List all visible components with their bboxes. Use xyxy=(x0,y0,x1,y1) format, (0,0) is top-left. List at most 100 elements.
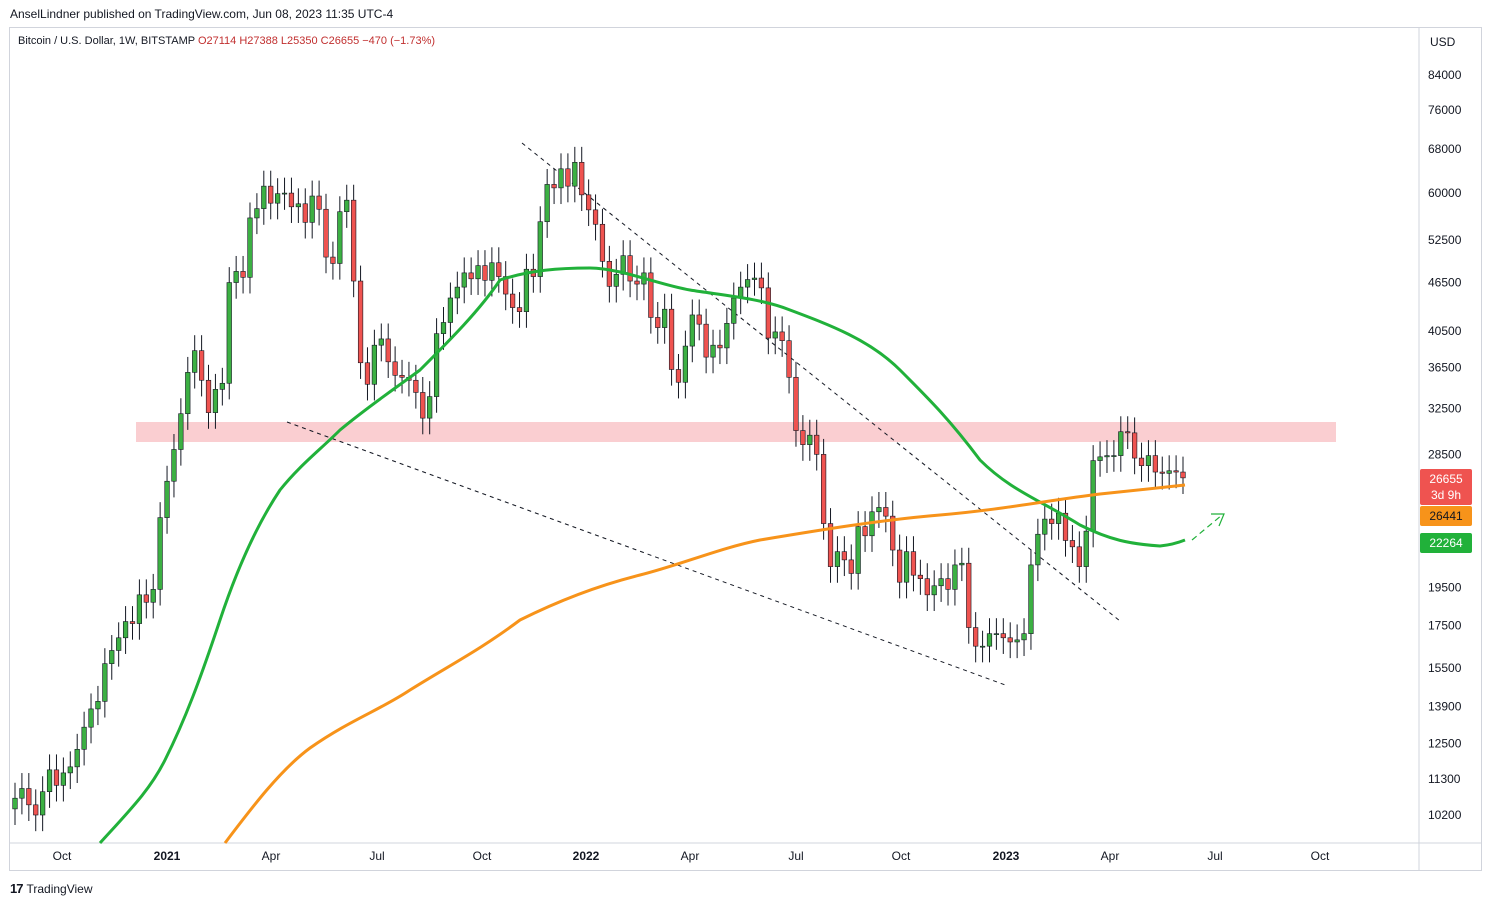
bar-countdown: 3d 9h xyxy=(1431,488,1461,502)
candle-up xyxy=(544,184,550,223)
candle-up xyxy=(261,185,267,209)
candle-down xyxy=(26,788,32,806)
candle-down xyxy=(205,379,212,413)
candle-up xyxy=(834,551,841,567)
candle-up xyxy=(938,578,944,587)
price-tick-label: 12500 xyxy=(1428,737,1462,751)
candle-down xyxy=(599,223,606,262)
candle-down xyxy=(703,323,709,358)
candle-up xyxy=(433,333,440,397)
candle-up xyxy=(157,517,163,590)
candle-down xyxy=(413,379,419,393)
last-price-label: 26655 3d 9h xyxy=(1420,469,1472,505)
candle-up xyxy=(440,322,447,334)
symbol-name: Bitcoin / U.S. Dollar, 1W, BITSTAMP xyxy=(18,35,195,47)
candle-up xyxy=(212,389,219,413)
candle-down xyxy=(268,185,274,204)
candle-up xyxy=(1145,455,1152,466)
brand-text: TradingView xyxy=(26,881,93,896)
tradingview-brand[interactable]: 17 TradingView xyxy=(10,881,93,896)
candle-up xyxy=(710,344,716,358)
candle-down xyxy=(655,317,661,328)
candle-up xyxy=(164,480,170,518)
candle-up xyxy=(876,507,882,513)
candle-down xyxy=(385,338,391,363)
candle-up xyxy=(1111,455,1117,457)
candle-down xyxy=(1076,546,1082,567)
price-tick-label: 19500 xyxy=(1428,581,1462,595)
candle-up xyxy=(1028,564,1034,634)
candle-down xyxy=(33,804,39,816)
candle-up xyxy=(116,637,122,651)
candle-up xyxy=(60,772,66,786)
price-tick-label: 36500 xyxy=(1428,361,1462,375)
symbol-legend[interactable]: Bitcoin / U.S. Dollar, 1W, BITSTAMP O271… xyxy=(18,35,435,47)
price-axis[interactable]: 84000 76000 68000 60000 52500 46500 40500 36500… xyxy=(1428,68,1462,822)
candle-up xyxy=(67,766,73,774)
candle-up xyxy=(102,663,108,702)
candle-up xyxy=(475,265,481,280)
candle-down xyxy=(966,562,972,628)
price-tick-label: 60000 xyxy=(1428,186,1462,200)
candle-down xyxy=(199,350,205,381)
publisher-line: AnselLindner published on TradingView.co… xyxy=(10,7,394,21)
candle-down xyxy=(675,369,682,383)
price-tick-label: 17500 xyxy=(1428,619,1462,633)
candle-up xyxy=(178,413,184,450)
candle-down xyxy=(364,362,371,385)
candle-down xyxy=(917,574,923,579)
candle-down xyxy=(496,262,502,277)
candle-up xyxy=(46,769,53,793)
candle-down xyxy=(827,523,834,567)
candle-up xyxy=(447,297,454,323)
tradingview-logo-icon: 17 xyxy=(10,881,24,896)
candle-up xyxy=(807,434,813,445)
candle-down xyxy=(786,340,792,378)
candle-up xyxy=(1042,518,1048,535)
candle-up xyxy=(772,331,778,339)
candle-down xyxy=(1132,432,1138,459)
candle-up xyxy=(233,271,239,283)
candle-up xyxy=(744,279,751,288)
orange-moving-average xyxy=(223,483,1186,844)
candle-down xyxy=(53,769,60,786)
candle-up xyxy=(185,372,191,415)
candle-up xyxy=(613,274,619,287)
candle-up xyxy=(1021,633,1027,641)
green-moving-average xyxy=(98,266,1186,845)
candle-up xyxy=(731,297,737,324)
candle-up xyxy=(136,594,143,624)
candle-down xyxy=(814,434,820,455)
candle-down xyxy=(1159,471,1165,474)
candle-down xyxy=(392,361,398,376)
candle-up xyxy=(1097,456,1103,461)
time-axis[interactable]: Oct 2021 Apr Jul Oct 2022 Apr Jul Oct 2023 Apr Jul O… xyxy=(53,849,1330,863)
candle-down xyxy=(357,280,364,364)
candle-down xyxy=(302,203,308,223)
candle-down xyxy=(765,287,771,339)
candle-up xyxy=(275,193,281,204)
candle-down xyxy=(841,551,847,561)
candle-down xyxy=(565,168,571,187)
candle-down xyxy=(399,375,405,378)
candle-down xyxy=(316,195,322,210)
candle-up xyxy=(12,797,18,810)
candle-up xyxy=(931,585,937,596)
candle-down xyxy=(330,256,336,264)
candle-up xyxy=(751,277,758,280)
candle-down xyxy=(627,255,633,282)
time-tick-label: Oct xyxy=(892,849,911,863)
price-tick-label: 15500 xyxy=(1428,661,1462,675)
price-tick-label: 11300 xyxy=(1428,772,1461,786)
candle-down xyxy=(848,559,854,574)
candle-down xyxy=(668,308,675,370)
candle-up xyxy=(309,195,315,223)
price-tick-label: 13900 xyxy=(1428,699,1462,713)
candle-up xyxy=(219,382,225,390)
candle-down xyxy=(1180,471,1186,479)
candle-up xyxy=(1118,431,1124,456)
time-tick-label: Oct xyxy=(53,849,72,863)
candle-up xyxy=(122,621,129,639)
